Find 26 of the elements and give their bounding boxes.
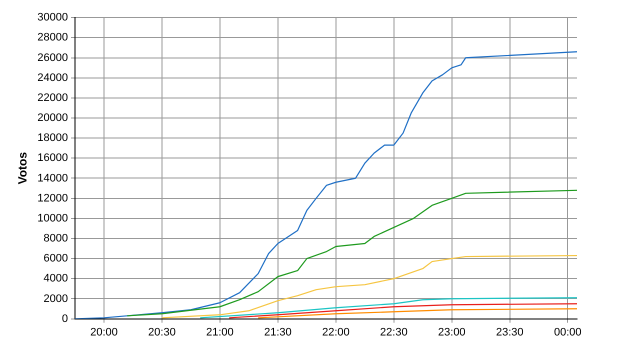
x-tick-label: 20:00 bbox=[90, 326, 118, 338]
x-tick-label: 00:00 bbox=[554, 326, 582, 338]
y-tick-label: 20000 bbox=[37, 112, 68, 124]
y-tick-label: 6000 bbox=[44, 252, 68, 265]
y-tick-label: 8000 bbox=[44, 232, 68, 245]
y-tick-label: 0 bbox=[62, 312, 68, 325]
y-tick-label: 16000 bbox=[37, 152, 68, 164]
y-tick-label: 4000 bbox=[44, 272, 68, 285]
x-tick-label: 22:30 bbox=[380, 326, 408, 338]
y-tick-label: 18000 bbox=[37, 132, 68, 144]
y-tick-label: 14000 bbox=[37, 172, 68, 184]
y-tick-label: 24000 bbox=[37, 72, 68, 84]
y-tick-label: 26000 bbox=[37, 52, 68, 64]
y-tick-label: 10000 bbox=[37, 212, 68, 224]
x-tick-label: 23:00 bbox=[438, 326, 466, 338]
y-tick-label: 28000 bbox=[37, 32, 68, 44]
x-tick-label: 23:30 bbox=[496, 326, 524, 338]
x-tick-label: 21:00 bbox=[206, 326, 234, 338]
x-tick-label: 21:30 bbox=[264, 326, 292, 338]
y-axis-title: Votos bbox=[16, 152, 30, 184]
x-tick-label: 22:00 bbox=[322, 326, 350, 338]
y-tick-label: 12000 bbox=[37, 192, 68, 204]
y-tick-label: 30000 bbox=[37, 12, 68, 24]
x-tick-label: 20:30 bbox=[148, 326, 176, 338]
y-tick-label: 22000 bbox=[37, 92, 68, 104]
y-tick-label: 2000 bbox=[44, 292, 68, 305]
